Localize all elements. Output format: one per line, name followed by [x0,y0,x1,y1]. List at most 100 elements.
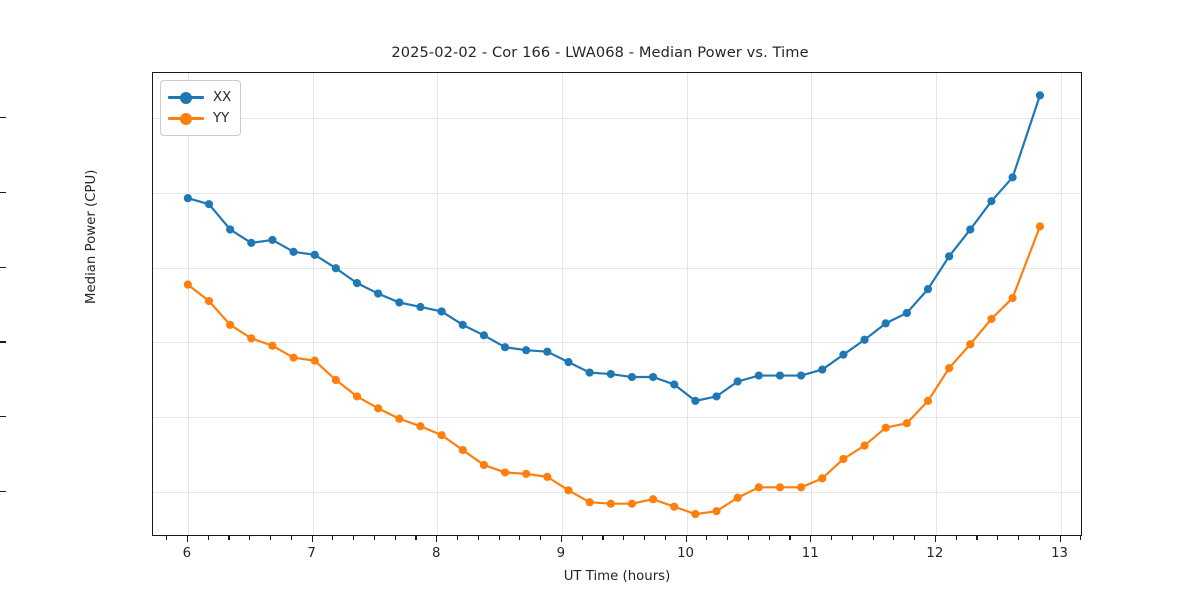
data-point-yy [310,356,319,365]
data-point-xx [226,225,235,234]
data-point-yy [352,392,362,401]
x-tick-mark-minor [581,536,583,540]
x-tick-mark-minor [768,536,770,540]
data-point-yy [564,486,573,495]
x-tick-mark-minor [1018,536,1020,540]
data-point-yy [648,495,658,504]
plot-area [152,72,1082,536]
data-point-xx [606,369,615,379]
gridline-horizontal [153,117,1081,119]
x-tick-label: 11 [801,546,819,561]
data-point-yy [543,472,552,481]
x-tick-mark-minor [249,536,251,540]
y-tick-mark [0,266,6,268]
x-tick-label: 6 [182,546,192,561]
gridline-vertical [187,73,189,535]
data-point-xx [733,377,742,386]
data-point-yy [437,431,446,440]
x-tick-mark [560,536,562,542]
x-tick-mark [934,536,936,542]
gridline-vertical [686,73,688,535]
x-tick-mark-minor [851,536,853,540]
data-point-xx [416,302,425,312]
data-point-xx [627,372,637,382]
x-tick-mark-minor [664,536,666,540]
data-point-yy [923,396,933,405]
gridline-horizontal [153,192,1081,194]
x-tick-mark [436,536,438,542]
x-tick-mark-minor [166,536,168,540]
gridline-vertical [811,73,813,535]
x-tick-mark-minor [727,536,729,540]
data-point-yy [627,499,637,508]
data-point-yy [881,423,890,432]
x-tick-mark-minor [914,536,916,540]
chart-legend[interactable]: XX YY [160,80,242,136]
data-point-xx [754,371,763,380]
y-tick-mark [0,116,6,118]
data-point-xx [902,308,911,318]
data-point-xx [797,371,806,380]
x-tick-label: 9 [556,546,566,561]
data-point-yy [458,445,467,455]
x-tick-mark-minor [831,536,833,540]
legend-item-xx[interactable]: XX [168,87,231,108]
x-tick-mark-minor [955,536,957,540]
data-point-yy [395,414,404,423]
gridline-horizontal [153,342,1081,344]
legend-item-yy[interactable]: YY [168,108,231,129]
data-point-yy [585,498,594,507]
x-tick-mark-minor [394,536,396,540]
data-point-xx [289,247,298,256]
data-point-xx [966,225,975,234]
data-point-xx [585,368,594,377]
data-point-xx [839,350,848,359]
data-point-xx [712,392,721,401]
data-point-xx [479,331,488,340]
x-tick-mark-minor [706,536,708,540]
x-tick-mark-minor [290,536,292,540]
series-line-xx [186,94,1042,402]
data-point-yy [945,364,954,373]
data-point-xx [331,264,340,273]
data-point-xx [670,380,679,389]
x-tick-label: 12 [926,546,944,561]
data-point-xx [247,238,256,247]
data-point-yy [374,404,383,413]
series-line-yy [186,225,1042,516]
grid-layer [153,73,1081,535]
x-tick-mark-minor [789,536,791,540]
x-tick-mark [810,536,812,542]
data-point-yy [733,493,742,502]
data-point-yy [987,314,996,323]
x-tick-mark [311,536,313,542]
x-tick-label: 8 [432,546,441,561]
x-tick-mark-minor [1038,536,1040,540]
gridline-vertical [1060,73,1062,535]
data-point-xx [775,371,785,380]
gridline-vertical [561,73,563,535]
x-tick-mark-minor [270,536,272,540]
x-tick-mark-minor [893,536,895,540]
data-point-yy [204,296,214,306]
data-point-yy [479,460,488,470]
x-tick-mark-minor [644,536,646,540]
gridline-horizontal [153,267,1081,269]
data-point-xx [500,343,510,352]
data-point-xx [1008,173,1017,182]
data-point-xx [860,335,869,344]
x-tick-mark-minor [623,536,625,540]
x-tick-mark-minor [228,536,230,540]
data-point-xx [543,347,552,356]
data-point-yy [500,468,510,477]
data-point-xx [648,372,658,382]
x-tick-mark-minor [415,536,417,540]
x-tick-mark-minor [602,536,604,540]
data-point-xx [691,396,700,405]
data-point-yy [289,353,298,362]
x-tick-label: 7 [307,546,316,561]
data-point-xx [395,298,404,307]
data-point-yy [902,419,911,428]
data-point-yy [797,483,806,492]
